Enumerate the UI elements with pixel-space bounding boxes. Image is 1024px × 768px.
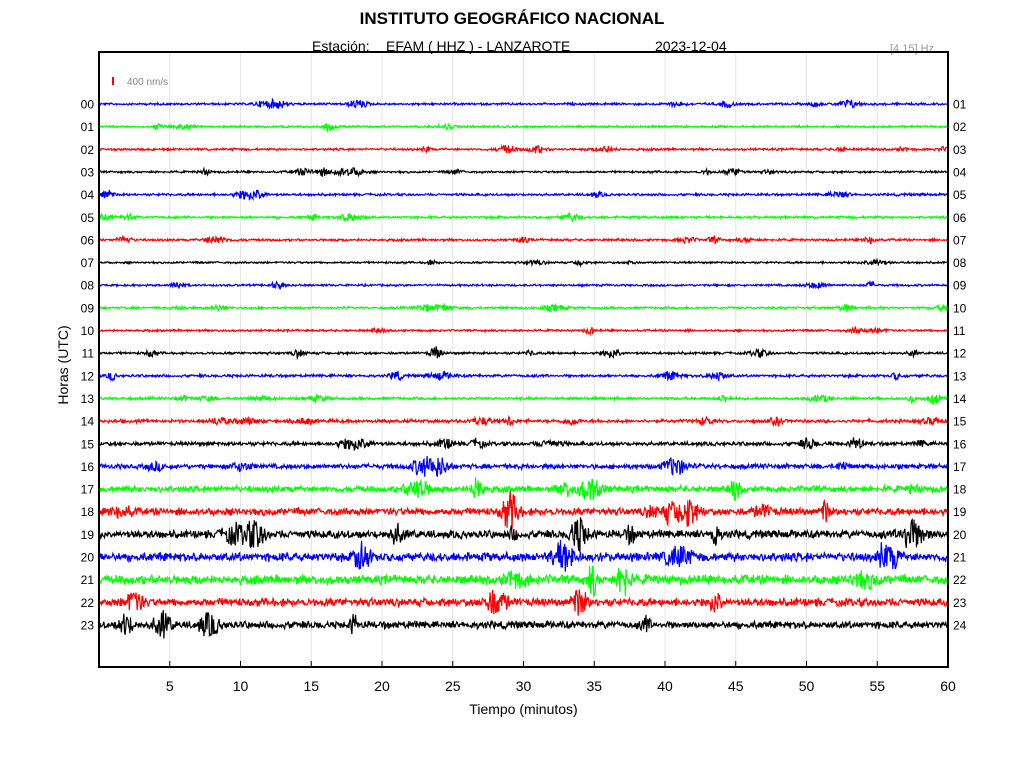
y-axis-label: Horas (UTC) [55,325,71,404]
trace-line [98,189,949,202]
trace-line [98,517,949,553]
trace-line [98,257,949,268]
hour-label-left: 01 [81,120,95,134]
hour-label-right: 17 [953,460,967,474]
hour-label-right: 15 [953,415,967,429]
hour-label-right: 05 [953,188,967,202]
hour-label-left: 04 [81,188,95,202]
trace-line [98,456,949,478]
hour-label-right: 23 [953,596,967,610]
hour-label-right: 09 [953,279,967,293]
hour-label-right: 02 [953,120,967,134]
x-tick-label: 40 [657,678,673,694]
x-tick-label: 50 [799,678,815,694]
record-date: 2023-12-04 [655,38,727,54]
hour-label-right: 07 [953,233,967,247]
hour-label-right: 21 [953,551,967,565]
scale-label: 400 nm/s [127,77,168,88]
hour-label-left: 16 [81,460,95,474]
trace-line [98,166,949,178]
x-tick-label: 45 [728,678,744,694]
hour-label-right: 06 [953,211,967,225]
x-tick-label: 35 [586,678,602,694]
x-tick-label: 5 [166,678,174,694]
hour-label-left: 17 [81,483,95,497]
hour-label-left: 12 [81,369,95,383]
x-axis-label: Tiempo (minutos) [469,701,577,717]
hour-label-right: 24 [953,618,967,632]
hour-label-left: 03 [81,165,95,179]
hour-label-left: 20 [81,551,95,565]
trace-line [98,490,949,530]
hour-label-right: 19 [953,505,967,519]
trace-line [98,415,949,428]
hour-label-left: 06 [81,233,95,247]
hour-label-right: 18 [953,483,967,497]
hour-label-left: 05 [81,211,95,225]
trace-line [98,393,949,405]
trace-line [98,539,949,572]
trace-line [98,565,949,599]
hour-label-left: 19 [81,528,95,542]
trace-line [98,143,949,155]
hour-label-left: 13 [81,392,95,406]
hour-label-left: 07 [81,256,95,270]
hour-label-right: 10 [953,301,967,315]
trace-line [98,279,949,291]
hour-label-left: 18 [81,505,95,519]
trace-line [98,437,949,452]
trace-line [98,477,949,502]
trace-line [98,346,949,361]
hour-label-left: 02 [81,143,95,157]
hour-label-right: 16 [953,437,967,451]
hour-label-right: 11 [953,324,966,338]
x-tick-label: 20 [374,678,390,694]
hour-label-left: 21 [81,573,95,587]
station-name: EFAM ( HHZ ) - LANZAROTE [386,38,571,54]
hour-label-right: 13 [953,369,967,383]
x-tick-label: 30 [516,678,532,694]
trace-line [98,370,949,383]
hour-label-right: 03 [953,143,967,157]
x-tick-label: 15 [303,678,319,694]
hour-label-right: 14 [953,392,967,406]
hour-label-right: 01 [953,98,967,112]
hour-label-left: 09 [81,301,95,315]
hour-label-left: 15 [81,437,95,451]
hour-label-left: 22 [81,596,95,610]
x-tick-label: 60 [940,678,956,694]
hour-label-right: 22 [953,573,967,587]
trace-line [98,234,949,245]
trace-line [98,302,949,313]
hour-label-right: 04 [953,165,967,179]
trace-line [98,610,949,639]
hour-label-left: 10 [81,324,95,338]
hour-label-right: 20 [953,528,967,542]
hour-label-right: 08 [953,256,967,270]
trace-line [98,97,949,111]
hour-label-left: 00 [81,98,95,112]
hour-label-left: 23 [81,618,95,632]
hour-label-left: 14 [81,415,95,429]
trace-line [98,211,949,223]
hour-label-left: 08 [81,279,95,293]
hour-label-left: 11 [82,347,95,361]
chart-title: INSTITUTO GEOGRÁFICO NACIONAL [359,9,665,28]
hour-label-right: 12 [953,347,967,361]
trace-line [98,589,949,616]
trace-line [98,122,949,134]
trace-line [98,325,949,337]
x-tick-label: 10 [233,678,249,694]
station-label: Estación: [312,38,370,54]
x-tick-label: 55 [869,678,885,694]
x-tick-label: 25 [445,678,461,694]
